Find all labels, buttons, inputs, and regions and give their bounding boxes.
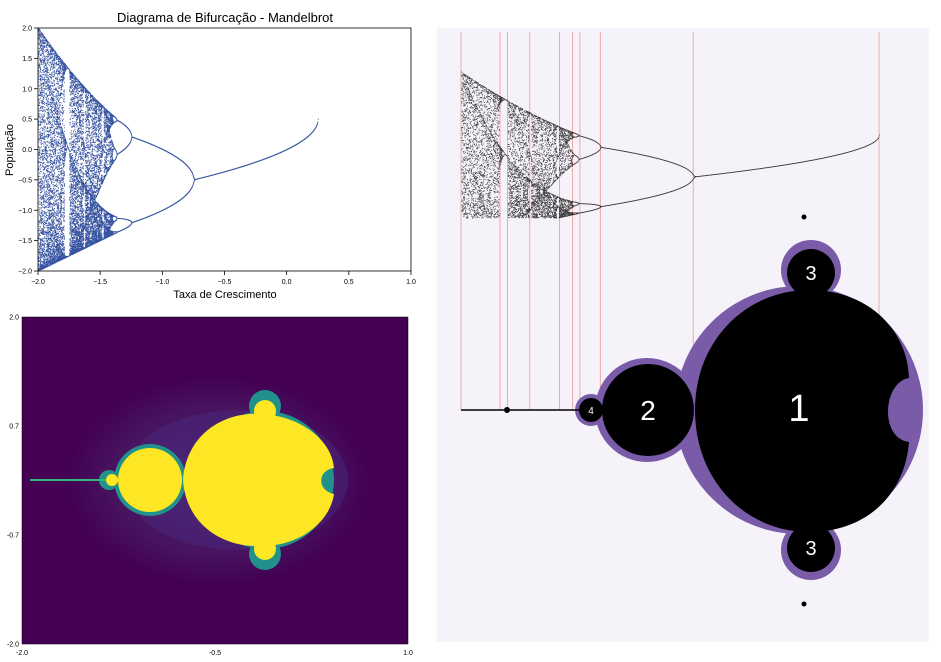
heatmap-y-tick-label: 0.7: [9, 423, 19, 430]
bifurcation-x-ticks: −2.0 −1.5 −1.0 −0.5 0.0 0.5 1.0: [31, 271, 416, 286]
bifurcation-y-ticks: 2.0 1.5 1.0 0.5 0.0 −0.5 −1.0 −1.5 −2.0: [18, 26, 38, 276]
bifurcation-chart: Diagrama de Bifurcação - Mandelbrot −2.0…: [4, 10, 416, 301]
bifurcation-y-tick-label: −1.0: [18, 208, 32, 215]
bifurcation-y-tick-label: 1.0: [22, 86, 32, 93]
bifurcation-plot-area: [38, 27, 319, 272]
region-label-period3-bottom: 3: [805, 538, 816, 560]
heatmap-x-ticks: -2.0 -0.5 1.0: [16, 650, 413, 657]
region-label-main-cardioid: 1: [788, 388, 809, 430]
bifurcation-x-tick-label: −1.0: [155, 279, 169, 286]
mandelbrot-bifurcation-overlay: 1 2 3 3 4: [437, 28, 929, 642]
bifurcation-x-tick-label: 1.0: [406, 279, 416, 286]
bifurcation-x-tick-label: −2.0: [31, 279, 45, 286]
overlay-bifurcation-diagram: [461, 71, 880, 219]
bifurcation-title: Diagrama de Bifurcação - Mandelbrot: [117, 10, 333, 25]
bifurcation-x-tick-label: 0.0: [282, 279, 292, 286]
bifurcation-xlabel: Taxa de Crescimento: [173, 289, 276, 301]
bifurcation-x-tick-label: 0.5: [344, 279, 354, 286]
heatmap-y-ticks: 2.0 0.7 -0.7 -2.0: [7, 315, 19, 649]
heatmap-y-tick-label: -2.0: [7, 642, 19, 649]
bifurcation-points: [38, 27, 319, 272]
bifurcation-y-tick-label: −0.5: [18, 177, 32, 184]
bifurcation-y-tick-label: 2.0: [22, 26, 32, 33]
region-label-period2-bulb: 2: [640, 395, 656, 426]
region-label-period3-top: 3: [805, 263, 816, 285]
heatmap-y-tick-label: -0.7: [7, 533, 19, 540]
overlay-bifurcation-points: [461, 71, 880, 219]
bifurcation-y-tick-label: 0.5: [22, 117, 32, 124]
heatmap-x-tick-label: -0.5: [209, 650, 221, 657]
overlay-set-body: [579, 214, 909, 607]
bifurcation-y-tick-label: −2.0: [18, 269, 32, 276]
bifurcation-y-tick-label: 0.0: [22, 147, 32, 154]
heatmap-set-interior: [106, 400, 334, 560]
bifurcation-x-tick-label: −0.5: [218, 279, 232, 286]
bifurcation-y-tick-label: −1.5: [18, 238, 32, 245]
heatmap-x-tick-label: 1.0: [403, 650, 413, 657]
heatmap-frame: [21, 316, 409, 645]
bifurcation-ylabel: População: [4, 124, 16, 176]
region-label-period4-bulb: 4: [588, 406, 594, 417]
heatmap-x-tick-label: -2.0: [16, 650, 28, 657]
heatmap-y-tick-label: 2.0: [9, 315, 19, 322]
bifurcation-y-tick-label: 1.5: [22, 56, 32, 63]
mandelbrot-heatmap: -2.0 -0.5 1.0 2.0 0.7 -0.7 -2.0: [7, 315, 413, 658]
bifurcation-x-tick-label: −1.5: [93, 279, 107, 286]
overlay-minibrot: [504, 407, 510, 413]
